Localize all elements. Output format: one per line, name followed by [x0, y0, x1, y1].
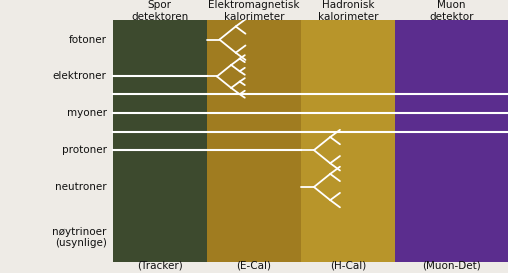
Text: myoner: myoner	[67, 108, 107, 118]
Bar	[395, 20, 508, 262]
Bar	[207, 20, 301, 262]
Text: elektroner: elektroner	[53, 72, 107, 81]
Text: Muon
detektor: Muon detektor	[429, 0, 474, 22]
Text: (E-Cal): (E-Cal)	[237, 260, 271, 270]
Bar	[301, 20, 395, 262]
Text: (Muon-Det): (Muon-Det)	[422, 260, 481, 270]
Text: neutroner: neutroner	[55, 182, 107, 192]
Text: protoner: protoner	[61, 145, 107, 155]
Text: Elektromagnetisk
kalorimeter: Elektromagnetisk kalorimeter	[208, 0, 300, 22]
Text: (Tracker): (Tracker)	[137, 260, 183, 270]
Bar	[113, 20, 207, 262]
Text: fotoner: fotoner	[69, 35, 107, 44]
Text: (H-Cal): (H-Cal)	[330, 260, 366, 270]
Text: Spor
detektoren: Spor detektoren	[131, 0, 188, 22]
Text: nøytrinoer
(usynlige): nøytrinoer (usynlige)	[52, 227, 107, 248]
Text: Hadronisk
kalorimeter: Hadronisk kalorimeter	[318, 0, 378, 22]
